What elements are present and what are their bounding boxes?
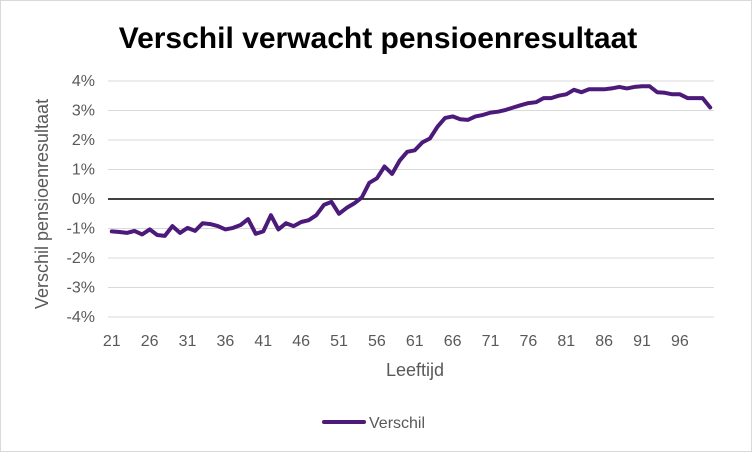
x-tick-label: 46 [292,333,310,350]
y-tick-label: -3% [67,280,95,297]
x-axis-tick-labels: 21 26 31 36 41 46 51 56 61 66 71 76 81 86 91 96 [103,333,689,350]
x-tick-label: 96 [671,333,689,350]
x-tick-label: 56 [368,333,386,350]
y-tick-label: 1% [72,162,95,179]
x-tick-label: 21 [103,333,121,350]
chart-title: Verschil verwacht pensioenresultaat [119,22,638,55]
legend: Verschil [322,415,425,432]
x-tick-label: 76 [520,333,538,350]
x-tick-label: 86 [595,333,613,350]
legend-label-verschil: Verschil [369,415,425,432]
x-tick-label: 71 [482,333,500,350]
x-tick-label: 66 [444,333,462,350]
gridlines [108,80,714,318]
y-axis-title: Verschil pensioenresultaat [32,99,52,309]
y-tick-label: 0% [72,191,95,208]
y-tick-label: -2% [67,250,95,267]
x-tick-label: 51 [330,333,348,350]
x-tick-label: 26 [141,333,159,350]
y-tick-label: 2% [72,132,95,149]
series-line-verschil [109,84,713,238]
y-tick-label: 4% [72,73,95,90]
y-tick-label: -4% [67,309,95,326]
y-tick-label: -1% [67,221,95,238]
y-axis-tick-labels: 4% 3% 2% 1% 0% -1% -2% -3% -4% [67,73,95,326]
x-tick-label: 91 [633,333,651,350]
x-tick-label: 81 [557,333,575,350]
series-layer [109,84,713,238]
x-tick-label: 41 [254,333,272,350]
x-tick-label: 31 [179,333,197,350]
x-tick-label: 36 [217,333,235,350]
x-tick-label: 61 [406,333,424,350]
x-axis-title: Leeftijd [386,360,444,380]
y-tick-label: 3% [72,103,95,120]
